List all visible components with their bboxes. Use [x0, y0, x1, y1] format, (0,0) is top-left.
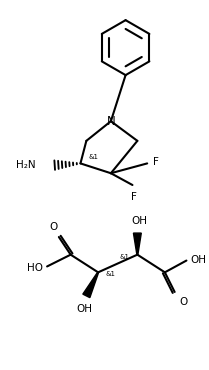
Text: F: F: [153, 157, 159, 168]
Text: F: F: [131, 192, 137, 202]
Text: &1: &1: [106, 271, 116, 277]
Text: &1: &1: [88, 154, 98, 159]
Text: O: O: [50, 222, 58, 232]
Text: H₂N: H₂N: [16, 160, 35, 170]
Text: OH: OH: [190, 255, 206, 265]
Text: HO: HO: [27, 263, 43, 273]
Text: OH: OH: [76, 304, 92, 314]
Text: OH: OH: [131, 216, 147, 226]
Text: O: O: [180, 297, 188, 307]
Polygon shape: [133, 233, 141, 255]
Text: &1: &1: [120, 253, 130, 260]
Polygon shape: [83, 272, 99, 297]
Text: N: N: [107, 115, 115, 128]
